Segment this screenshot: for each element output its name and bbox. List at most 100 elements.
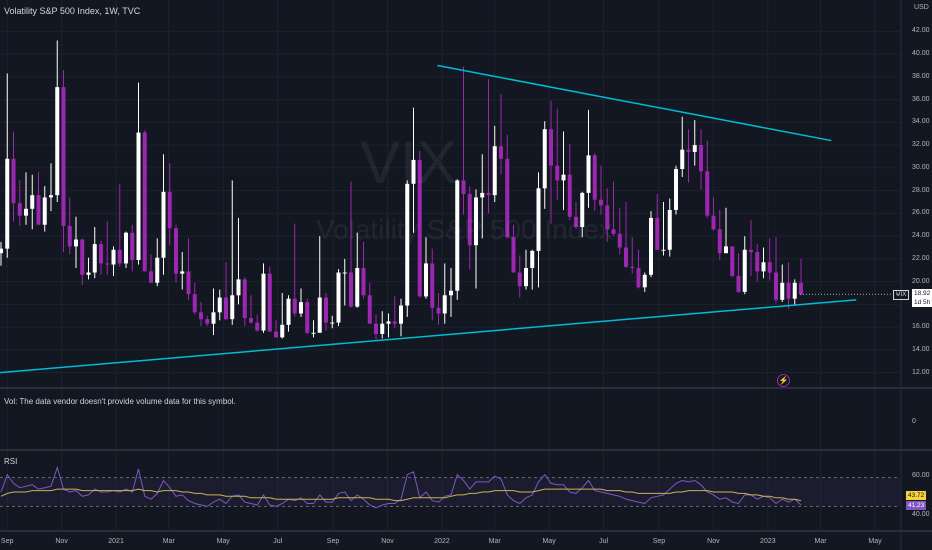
candle-body bbox=[711, 215, 716, 230]
candle-body bbox=[174, 228, 178, 274]
candle-body bbox=[736, 275, 741, 292]
candle-body bbox=[755, 252, 760, 272]
candle-body bbox=[517, 272, 522, 287]
candle-body bbox=[117, 249, 122, 264]
watermark-symbol: VIX bbox=[360, 129, 457, 196]
candle-body bbox=[574, 216, 578, 228]
candle-body bbox=[636, 267, 641, 288]
candle-body bbox=[642, 274, 647, 288]
candle-body bbox=[686, 149, 691, 152]
candle-body bbox=[180, 271, 185, 274]
candle-body bbox=[555, 165, 560, 181]
candle-body bbox=[242, 279, 247, 319]
candle-body bbox=[586, 155, 591, 193]
rsi-level-label: 40.00 bbox=[912, 511, 930, 518]
candle-body bbox=[130, 232, 135, 261]
candle-body bbox=[280, 324, 285, 338]
candle-body bbox=[417, 159, 422, 297]
price-tick-label: 32.00 bbox=[912, 141, 930, 149]
candle-body bbox=[530, 250, 535, 268]
candle-body bbox=[17, 203, 22, 216]
candle-body bbox=[5, 158, 10, 249]
candle-body bbox=[780, 282, 785, 300]
trendline-lower bbox=[0, 299, 857, 374]
candle-body bbox=[374, 323, 378, 334]
time-tick-label: Jul bbox=[273, 538, 283, 545]
candle-body bbox=[211, 312, 216, 324]
symbol-title[interactable]: Volatility S&P 500 Index, 1W, TVC bbox=[4, 6, 141, 16]
candle-body bbox=[599, 199, 603, 206]
rsi-line bbox=[0, 465, 802, 509]
candle-body bbox=[0, 248, 3, 254]
time-tick-label: Mar bbox=[488, 538, 501, 545]
candle-body bbox=[705, 171, 710, 216]
candle-body bbox=[342, 272, 347, 274]
candle-body bbox=[611, 229, 616, 234]
last-price-badge: 18.92 bbox=[912, 289, 932, 298]
candle-body bbox=[267, 273, 272, 332]
candle-body bbox=[774, 272, 778, 300]
candle-body bbox=[730, 246, 735, 276]
candle-body bbox=[467, 194, 472, 246]
candle-body bbox=[99, 244, 103, 264]
candle-body bbox=[624, 247, 628, 267]
candle-body bbox=[49, 195, 53, 198]
candle-body bbox=[80, 239, 85, 275]
price-tick-label: 24.00 bbox=[912, 232, 930, 240]
candle-body bbox=[274, 331, 278, 338]
candle-body bbox=[30, 195, 35, 209]
time-tick-label: May bbox=[216, 538, 230, 545]
candle-body bbox=[324, 297, 328, 323]
candle-body bbox=[230, 295, 235, 320]
price-tick-label: 28.00 bbox=[912, 186, 930, 194]
price-tick-label: 20.00 bbox=[912, 277, 930, 285]
candle-body bbox=[567, 174, 572, 217]
time-tick-label: Mar bbox=[162, 538, 175, 545]
time-tick-label: 2022 bbox=[434, 538, 450, 545]
lightning-icon[interactable]: ⚡ bbox=[777, 374, 790, 387]
candle-body bbox=[724, 246, 728, 254]
bar-countdown-badge: 1d 5h bbox=[912, 298, 932, 307]
candle-body bbox=[299, 302, 303, 314]
candle-body bbox=[661, 249, 666, 251]
candle-body bbox=[361, 267, 366, 296]
candle-body bbox=[674, 169, 678, 210]
candle-body bbox=[786, 282, 791, 299]
candle-body bbox=[380, 323, 385, 334]
rsi-ma-value-badge: 43.72 bbox=[906, 491, 927, 500]
candle-body bbox=[149, 271, 153, 283]
candle-body bbox=[692, 145, 697, 152]
candle-body bbox=[336, 272, 341, 323]
price-tick-label: 12.00 bbox=[912, 368, 930, 376]
time-tick-label: May bbox=[868, 538, 882, 545]
candle-body bbox=[261, 273, 266, 331]
candle-body bbox=[292, 298, 297, 314]
candle-body bbox=[236, 279, 241, 296]
candle-body bbox=[461, 180, 466, 195]
rsi-band bbox=[0, 477, 900, 507]
price-tick-label: 22.00 bbox=[912, 254, 930, 262]
candle-body bbox=[667, 209, 672, 250]
candle-body bbox=[86, 272, 91, 275]
time-tick-label: Nov bbox=[55, 538, 68, 545]
rsi-value-badge: 41.23 bbox=[906, 501, 927, 510]
candle-body bbox=[455, 180, 460, 291]
candle-body bbox=[399, 305, 403, 324]
candle-body bbox=[617, 233, 622, 248]
candle-body bbox=[580, 192, 585, 228]
candle-body bbox=[142, 132, 147, 272]
price-tick-label: 40.00 bbox=[912, 50, 930, 58]
candle-body bbox=[224, 297, 228, 320]
candle-body bbox=[42, 197, 47, 225]
candle-body bbox=[192, 294, 197, 313]
time-tick-label: Sep bbox=[326, 538, 340, 545]
rsi-pane-label[interactable]: RSI bbox=[4, 457, 18, 466]
rsi-level-label: 60.00 bbox=[912, 472, 930, 479]
time-tick-label: Jul bbox=[599, 538, 609, 545]
candle-body bbox=[449, 290, 453, 296]
price-tick-label: 38.00 bbox=[912, 72, 930, 80]
candle-body bbox=[330, 322, 335, 324]
candle-body bbox=[605, 205, 610, 230]
candle-body bbox=[124, 232, 128, 264]
